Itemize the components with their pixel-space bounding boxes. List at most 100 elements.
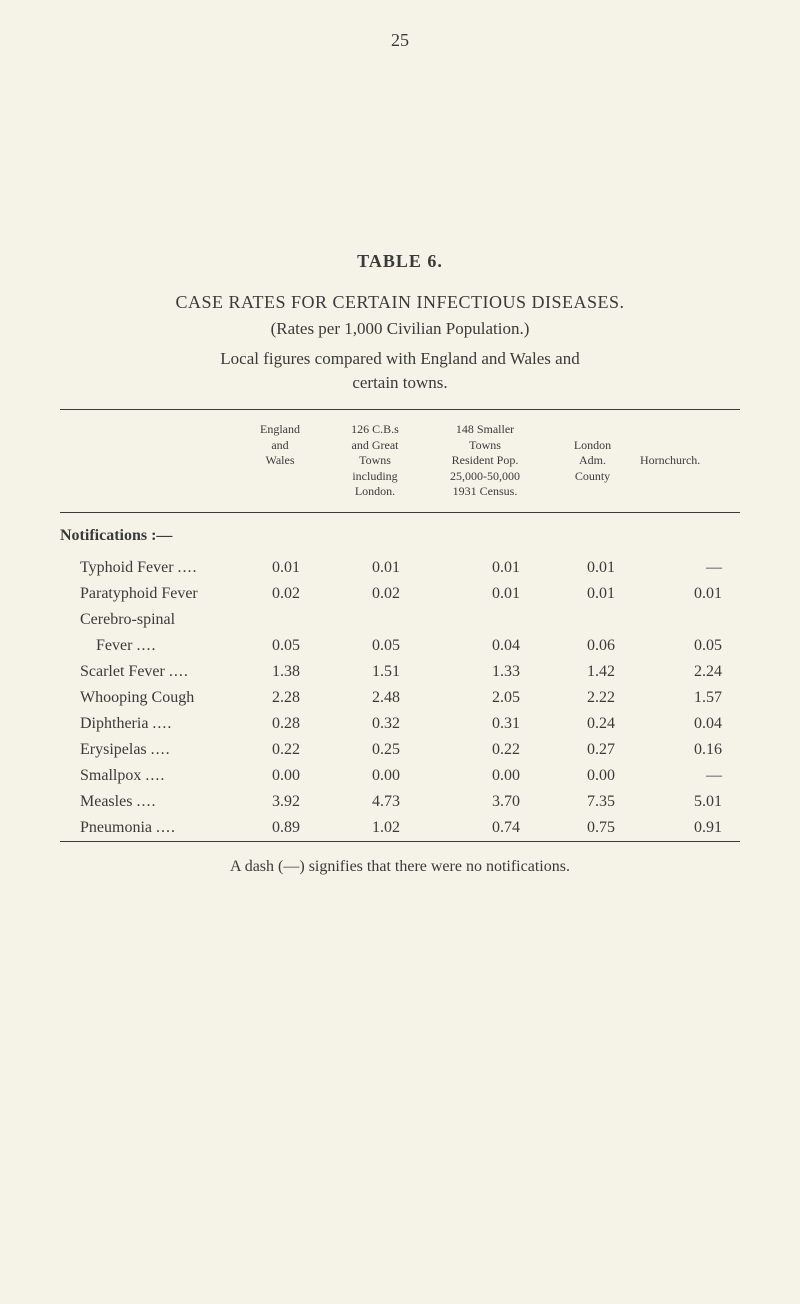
header-blank bbox=[60, 422, 235, 500]
row-england: 3.92 bbox=[235, 793, 325, 811]
row-london: 0.01 bbox=[545, 585, 640, 603]
table-row: Cerebro-spinal bbox=[60, 607, 740, 633]
header-england: England and Wales bbox=[235, 422, 325, 500]
header-smaller-line1: 148 Smaller bbox=[425, 422, 545, 438]
row-hornchurch: 0.05 bbox=[640, 637, 740, 655]
row-smaller: 0.01 bbox=[425, 585, 545, 603]
header-cbs: 126 C.B.s and Great Towns including Lond… bbox=[325, 422, 425, 500]
header-cbs-line1: 126 C.B.s bbox=[325, 422, 425, 438]
row-label: Scarlet Fever .... bbox=[60, 663, 235, 681]
table-row: Scarlet Fever ....1.381.511.331.422.24 bbox=[60, 659, 740, 685]
row-cbs: 0.05 bbox=[325, 637, 425, 655]
row-england: 0.22 bbox=[235, 741, 325, 759]
row-london: 0.24 bbox=[545, 715, 640, 733]
row-label: Paratyphoid Fever bbox=[60, 585, 235, 603]
header-cbs-line2: and Great bbox=[325, 438, 425, 454]
row-hornchurch: 0.04 bbox=[640, 715, 740, 733]
header-smaller: 148 Smaller Towns Resident Pop. 25,000-5… bbox=[425, 422, 545, 500]
row-smaller: 0.01 bbox=[425, 559, 545, 577]
row-london: 0.06 bbox=[545, 637, 640, 655]
row-hornchurch: 5.01 bbox=[640, 793, 740, 811]
table-row: Typhoid Fever ....0.010.010.010.01— bbox=[60, 555, 740, 581]
row-england: 0.28 bbox=[235, 715, 325, 733]
row-label: Measles .... bbox=[60, 793, 235, 811]
header-london: London Adm. County bbox=[545, 422, 640, 500]
row-london: 2.22 bbox=[545, 689, 640, 707]
header-cbs-line5: London. bbox=[325, 484, 425, 500]
row-london: 0.00 bbox=[545, 767, 640, 785]
row-london bbox=[545, 611, 640, 629]
row-hornchurch: 0.01 bbox=[640, 585, 740, 603]
row-smaller: 0.00 bbox=[425, 767, 545, 785]
row-hornchurch: — bbox=[640, 767, 740, 785]
row-england: 0.02 bbox=[235, 585, 325, 603]
row-cbs: 0.25 bbox=[325, 741, 425, 759]
row-cbs: 4.73 bbox=[325, 793, 425, 811]
header-hornchurch-text: Hornchurch. bbox=[640, 453, 740, 469]
row-hornchurch: 0.91 bbox=[640, 819, 740, 837]
row-london: 1.42 bbox=[545, 663, 640, 681]
row-cbs: 2.48 bbox=[325, 689, 425, 707]
footnote: A dash (—) signifies that there were no … bbox=[60, 858, 740, 876]
row-england bbox=[235, 611, 325, 629]
table-row: Pneumonia ....0.891.020.740.750.91 bbox=[60, 815, 740, 841]
row-label: Typhoid Fever .... bbox=[60, 559, 235, 577]
header-london-line2: Adm. bbox=[545, 453, 640, 469]
row-cbs: 0.00 bbox=[325, 767, 425, 785]
row-label: Fever .... bbox=[60, 637, 235, 655]
header-england-line2: and bbox=[235, 438, 325, 454]
row-england: 1.38 bbox=[235, 663, 325, 681]
section-heading: Notifications :— bbox=[60, 513, 740, 555]
table-row: Smallpox ....0.000.000.000.00— bbox=[60, 763, 740, 789]
header-cbs-line3: Towns bbox=[325, 453, 425, 469]
row-england: 0.01 bbox=[235, 559, 325, 577]
data-table: England and Wales 126 C.B.s and Great To… bbox=[60, 409, 740, 842]
table-row: Paratyphoid Fever0.020.020.010.010.01 bbox=[60, 581, 740, 607]
header-smaller-line4: 25,000-50,000 bbox=[425, 469, 545, 485]
row-cbs bbox=[325, 611, 425, 629]
row-label: Cerebro-spinal bbox=[60, 611, 235, 629]
description-line2: certain towns. bbox=[60, 373, 740, 393]
row-cbs: 1.51 bbox=[325, 663, 425, 681]
subtitle: (Rates per 1,000 Civilian Population.) bbox=[60, 319, 740, 339]
table-body: Typhoid Fever ....0.010.010.010.01—Parat… bbox=[60, 555, 740, 841]
row-london: 0.01 bbox=[545, 559, 640, 577]
header-london-line3: County bbox=[545, 469, 640, 485]
row-england: 2.28 bbox=[235, 689, 325, 707]
row-smaller: 0.31 bbox=[425, 715, 545, 733]
table-row: Fever ....0.050.050.040.060.05 bbox=[60, 633, 740, 659]
page-number: 25 bbox=[60, 30, 740, 51]
row-hornchurch: 2.24 bbox=[640, 663, 740, 681]
row-london: 0.75 bbox=[545, 819, 640, 837]
row-label: Erysipelas .... bbox=[60, 741, 235, 759]
row-smaller: 1.33 bbox=[425, 663, 545, 681]
row-smaller: 3.70 bbox=[425, 793, 545, 811]
row-smaller: 2.05 bbox=[425, 689, 545, 707]
row-cbs: 0.02 bbox=[325, 585, 425, 603]
table-row: Erysipelas ....0.220.250.220.270.16 bbox=[60, 737, 740, 763]
header-smaller-line5: 1931 Census. bbox=[425, 484, 545, 500]
row-label: Pneumonia .... bbox=[60, 819, 235, 837]
table-row: Measles ....3.924.733.707.355.01 bbox=[60, 789, 740, 815]
header-england-line3: Wales bbox=[235, 453, 325, 469]
header-cbs-line4: including bbox=[325, 469, 425, 485]
table-row: Diphtheria ....0.280.320.310.240.04 bbox=[60, 711, 740, 737]
row-smaller: 0.74 bbox=[425, 819, 545, 837]
header-hornchurch: Hornchurch. bbox=[640, 422, 740, 500]
header-smaller-line3: Resident Pop. bbox=[425, 453, 545, 469]
row-hornchurch bbox=[640, 611, 740, 629]
row-london: 7.35 bbox=[545, 793, 640, 811]
row-hornchurch: — bbox=[640, 559, 740, 577]
header-england-line1: England bbox=[235, 422, 325, 438]
table-label: TABLE 6. bbox=[60, 251, 740, 272]
description-line1: Local figures compared with England and … bbox=[60, 349, 740, 369]
row-smaller: 0.04 bbox=[425, 637, 545, 655]
main-title: CASE RATES FOR CERTAIN INFECTIOUS DISEAS… bbox=[60, 292, 740, 313]
row-hornchurch: 1.57 bbox=[640, 689, 740, 707]
table-row: Whooping Cough2.282.482.052.221.57 bbox=[60, 685, 740, 711]
row-cbs: 1.02 bbox=[325, 819, 425, 837]
row-smaller bbox=[425, 611, 545, 629]
row-label: Whooping Cough bbox=[60, 689, 235, 707]
row-england: 0.00 bbox=[235, 767, 325, 785]
header-smaller-line2: Towns bbox=[425, 438, 545, 454]
